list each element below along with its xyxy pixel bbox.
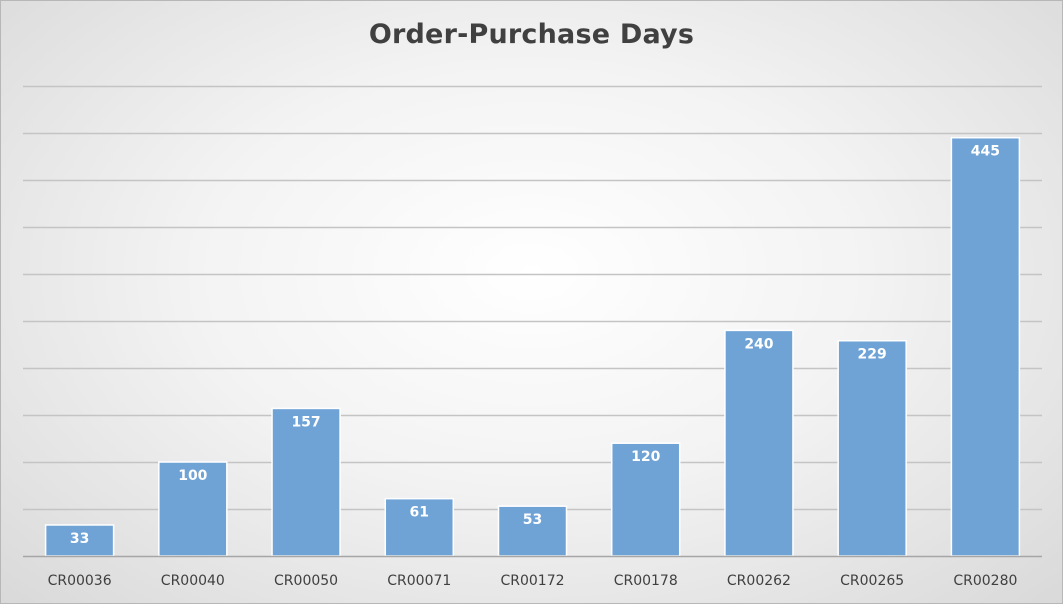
bar-CR00262 [724, 329, 794, 557]
data-label: 229 [858, 347, 887, 363]
x-tick-label: CR00036 [48, 573, 112, 589]
x-tick-label: CR00262 [727, 573, 791, 589]
data-label: 61 [410, 505, 429, 521]
bar-CR00178 [610, 442, 681, 557]
x-tick-label: CR00071 [387, 573, 451, 589]
data-label: 33 [70, 531, 89, 547]
x-tick-label: CR00172 [500, 573, 564, 589]
data-label: 100 [178, 468, 207, 484]
x-tick-label: CR00265 [840, 573, 904, 589]
x-tick-label: CR00050 [274, 573, 338, 589]
x-tick-label: CR00040 [161, 573, 225, 589]
bar-CR00050 [271, 407, 341, 557]
data-label: 53 [523, 512, 542, 528]
data-label: 157 [291, 414, 320, 430]
bar-CR00265 [837, 339, 907, 557]
x-tick-label: CR00178 [614, 573, 678, 589]
data-label: 240 [744, 336, 773, 352]
bar-CR00280 [950, 136, 1021, 557]
bar-CR00036 [44, 524, 115, 557]
bar-CR00071 [384, 497, 455, 557]
data-label: 445 [971, 144, 1000, 160]
data-label: 120 [631, 449, 660, 465]
x-tick-label: CR00280 [953, 573, 1017, 589]
chart-title: Order-Purchase Days [368, 19, 695, 50]
